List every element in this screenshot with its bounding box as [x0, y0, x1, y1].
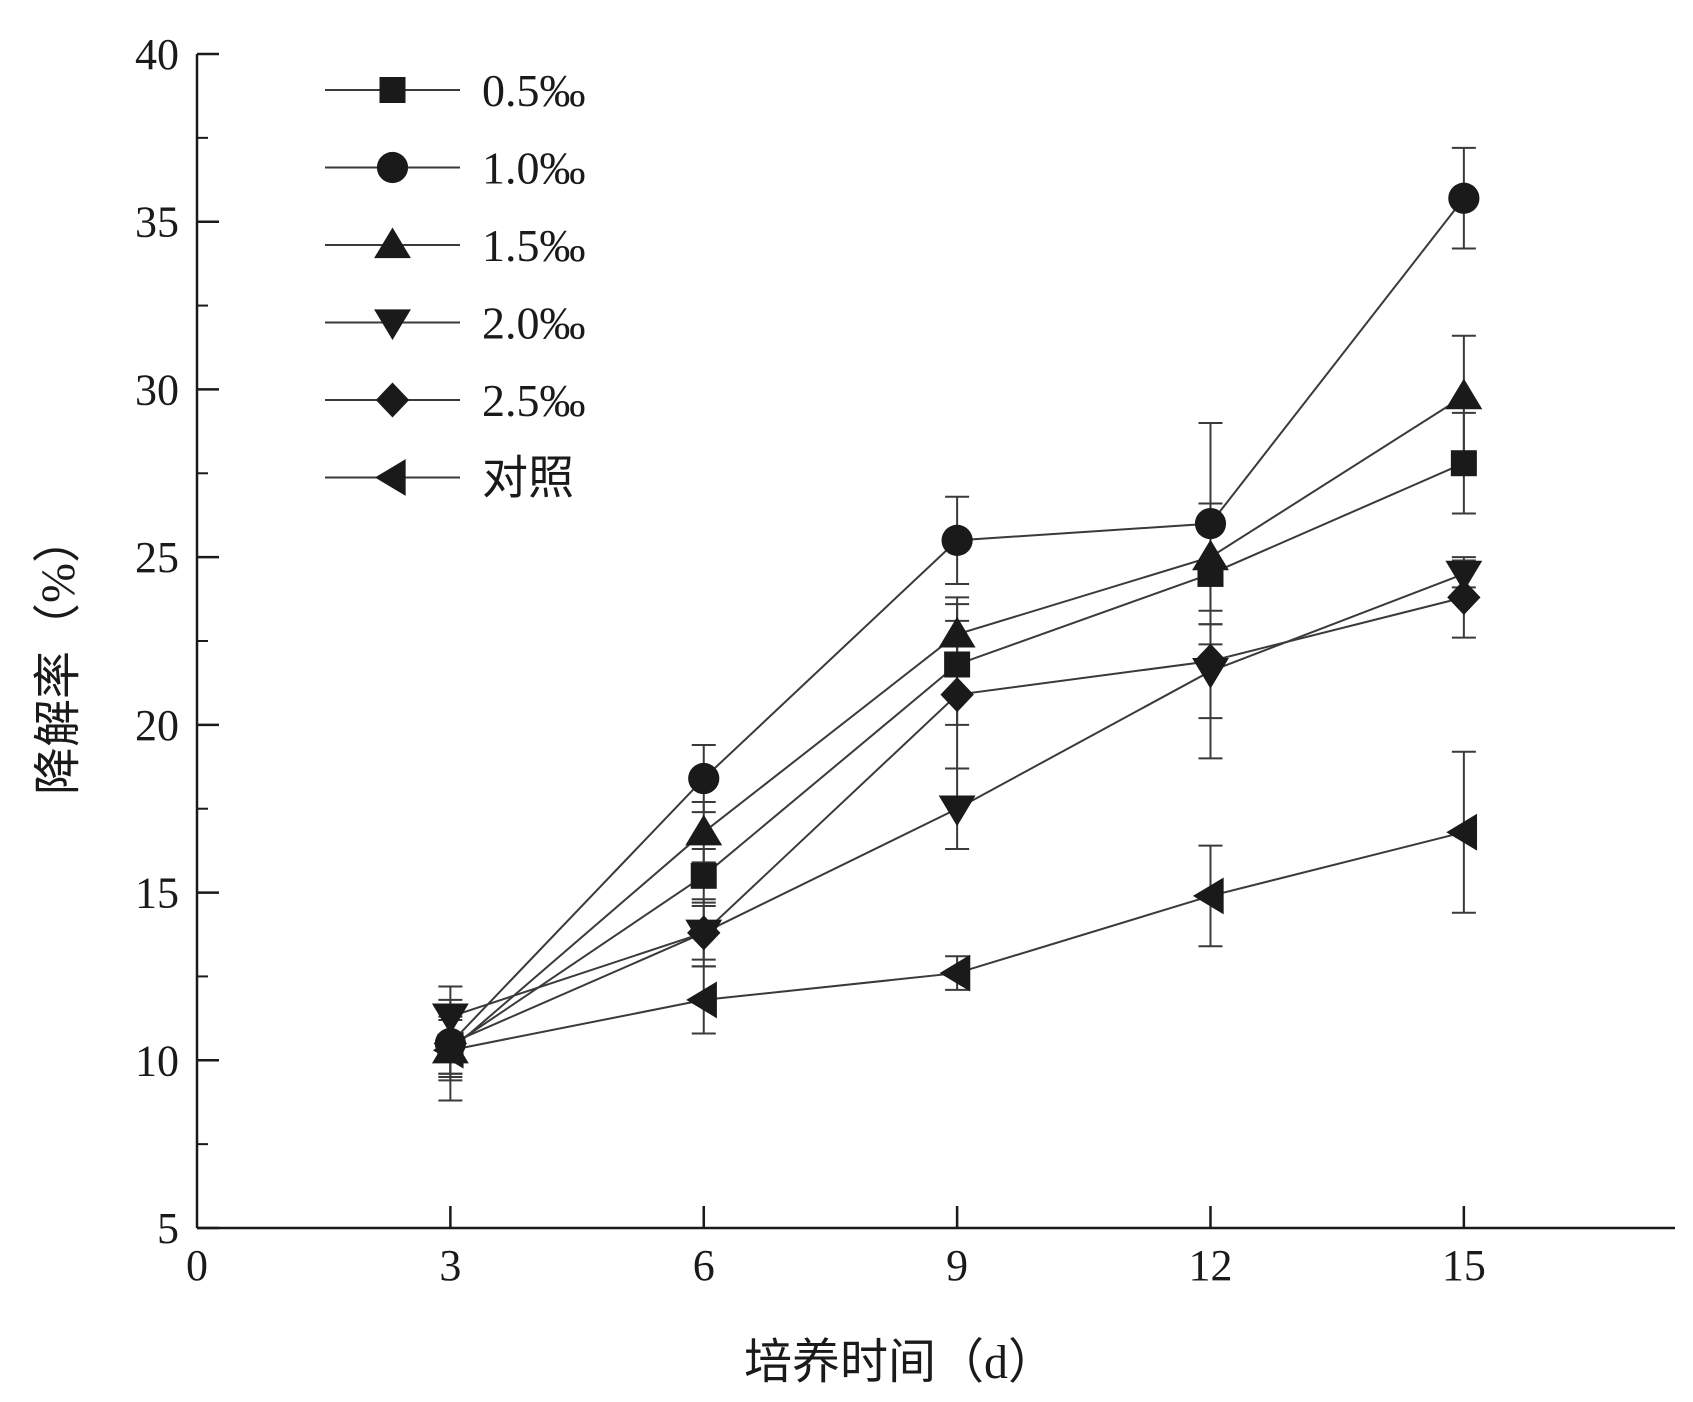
x-tick-label: 0 [186, 1241, 208, 1290]
data-point [944, 651, 971, 678]
data-point [938, 795, 976, 827]
legend: 0.5‰ 1.0‰ 1.5‰ 2.0‰ 2.5‰ 对照 [325, 65, 586, 504]
y-tick-label: 15 [135, 869, 179, 918]
legend-marker [374, 227, 411, 259]
data-point [432, 1031, 464, 1069]
axes: 5 10 15 20 25 30 35 40 0 3 6 9 12 15 [135, 30, 1675, 1290]
data-point [1194, 507, 1227, 540]
legend-marker [374, 459, 406, 496]
legend-marker [375, 382, 410, 418]
data-point [1446, 813, 1478, 851]
data-point [1192, 539, 1229, 571]
legend-marker [376, 151, 409, 184]
data-point [1447, 579, 1481, 615]
data-point [1448, 182, 1480, 214]
y-tick-label: 5 [157, 1204, 179, 1253]
data-point [690, 862, 717, 889]
x-tick-label: 9 [946, 1241, 968, 1290]
data-point [941, 524, 973, 556]
x-tick-label: 12 [1188, 1241, 1232, 1290]
x-tick-label: 6 [693, 1241, 715, 1290]
legend-label: 1.0‰ [482, 143, 586, 194]
x-axis-label: 培养时间（d） [744, 1336, 1056, 1389]
legend-marker [374, 309, 411, 341]
y-tick-label: 35 [135, 198, 179, 247]
data-point [687, 915, 721, 951]
data-point [1192, 877, 1224, 915]
y-tick-label: 25 [135, 533, 179, 582]
x-tick-label: 3 [439, 1241, 461, 1290]
legend-label: 2.5‰ [482, 375, 586, 426]
series-markers [431, 182, 1483, 1069]
y-tick-label: 10 [135, 1036, 179, 1085]
y-tick-label: 40 [135, 30, 179, 79]
legend-marker [379, 77, 406, 103]
legend-label: 对照 [482, 453, 574, 504]
legend-label: 0.5‰ [482, 65, 586, 116]
data-point [686, 981, 717, 1019]
data-point [1450, 450, 1477, 477]
data-point [1445, 378, 1483, 410]
data-point [688, 762, 720, 795]
data-point [938, 616, 976, 648]
data-point [685, 814, 723, 846]
y-tick-label: 20 [135, 701, 179, 750]
legend-label: 2.0‰ [482, 298, 586, 349]
series-line [450, 831, 1465, 1052]
y-axis-label: 降解率（%） [32, 515, 85, 795]
data-point [940, 677, 974, 713]
y-tick-label: 30 [135, 365, 179, 414]
data-point [1445, 560, 1483, 592]
data-point [1193, 643, 1228, 679]
data-point [939, 954, 971, 992]
legend-label: 1.5‰ [482, 220, 586, 271]
data-point [431, 1003, 469, 1035]
x-tick-label: 15 [1442, 1241, 1486, 1290]
